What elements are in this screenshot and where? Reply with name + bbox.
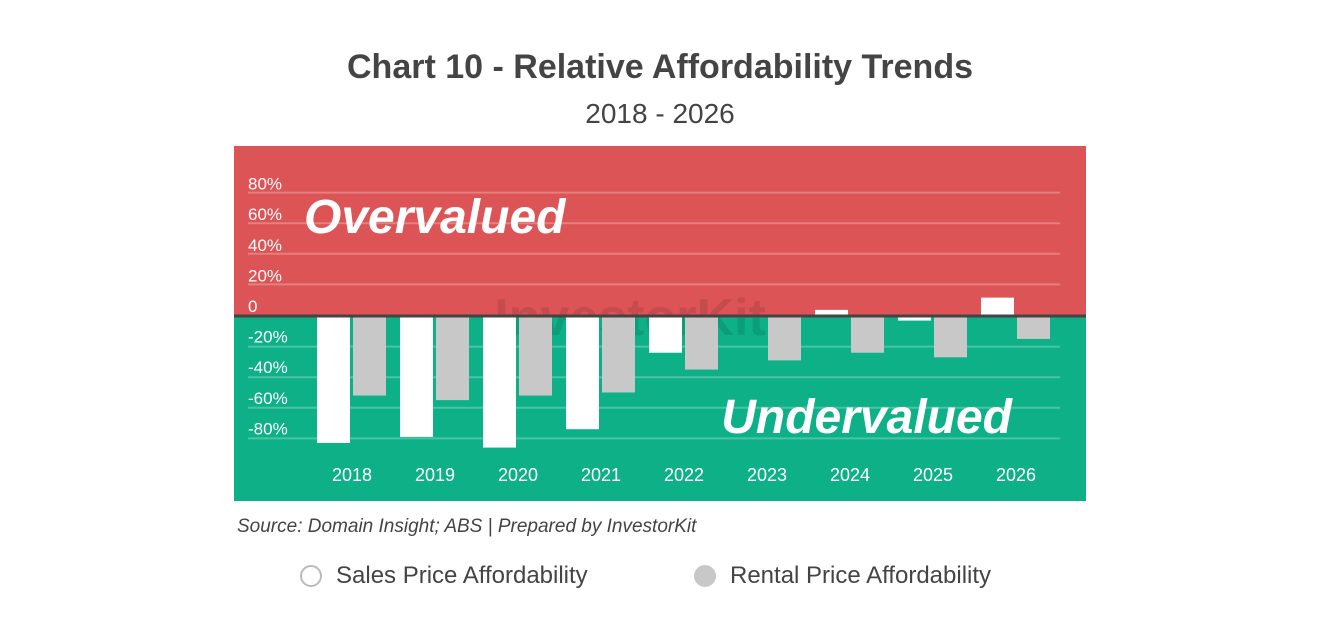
x-tick-label: 2019 [415,465,455,485]
y-tick-label: 20% [248,266,282,285]
bar-sales [649,316,682,353]
x-tick-label: 2018 [332,465,372,485]
bar-rental [353,316,386,396]
legend-item-rental: Rental Price Affordability [694,562,991,590]
legend-item-sales: Sales Price Affordability [300,562,588,590]
bar-sales [317,316,350,443]
y-tick-label: -20% [248,328,288,347]
x-tick-label: 2021 [581,465,621,485]
x-tick-label: 2020 [498,465,538,485]
chart-subtitle: 2018 - 2026 [585,98,735,129]
legend-swatch-sales [300,565,322,587]
bar-sales [483,316,516,448]
x-tick-label: 2026 [996,465,1036,485]
overvalued-label: Overvalued [304,191,567,244]
legend-swatch-rental [694,565,716,587]
x-tick-label: 2023 [747,465,787,485]
y-tick-label: -40% [248,358,288,377]
bar-rental [436,316,469,401]
x-tick-label: 2024 [830,465,870,485]
overvalued-region [234,146,1086,316]
y-tick-label: -80% [248,419,288,438]
bar-rental [1017,316,1050,339]
y-tick-label: 0 [248,297,257,316]
legend-label-sales: Sales Price Affordability [336,562,588,589]
bar-rental [602,316,635,393]
bar-sales [566,316,599,430]
source-note: Source: Domain Insight; ABS | Prepared b… [237,516,697,537]
bar-rental [519,316,552,396]
legend-label-rental: Rental Price Affordability [730,562,992,589]
x-tick-label: 2025 [913,465,953,485]
bar-sales [815,309,848,316]
x-tick-label: 2022 [664,465,704,485]
bar-sales [400,316,433,437]
chart-title: Chart 10 - Relative Affordability Trends [347,48,973,86]
bar-rental [934,316,967,358]
undervalued-label: Undervalued [721,391,1013,444]
bar-rental [685,316,718,370]
bar-sales [981,297,1014,316]
y-tick-label: -60% [248,389,288,408]
y-tick-label: 60% [248,205,282,224]
bar-rental [768,316,801,361]
bar-rental [851,316,884,353]
y-tick-label: 40% [248,236,282,255]
y-tick-label: 80% [248,175,282,194]
bar-sales [898,316,931,321]
